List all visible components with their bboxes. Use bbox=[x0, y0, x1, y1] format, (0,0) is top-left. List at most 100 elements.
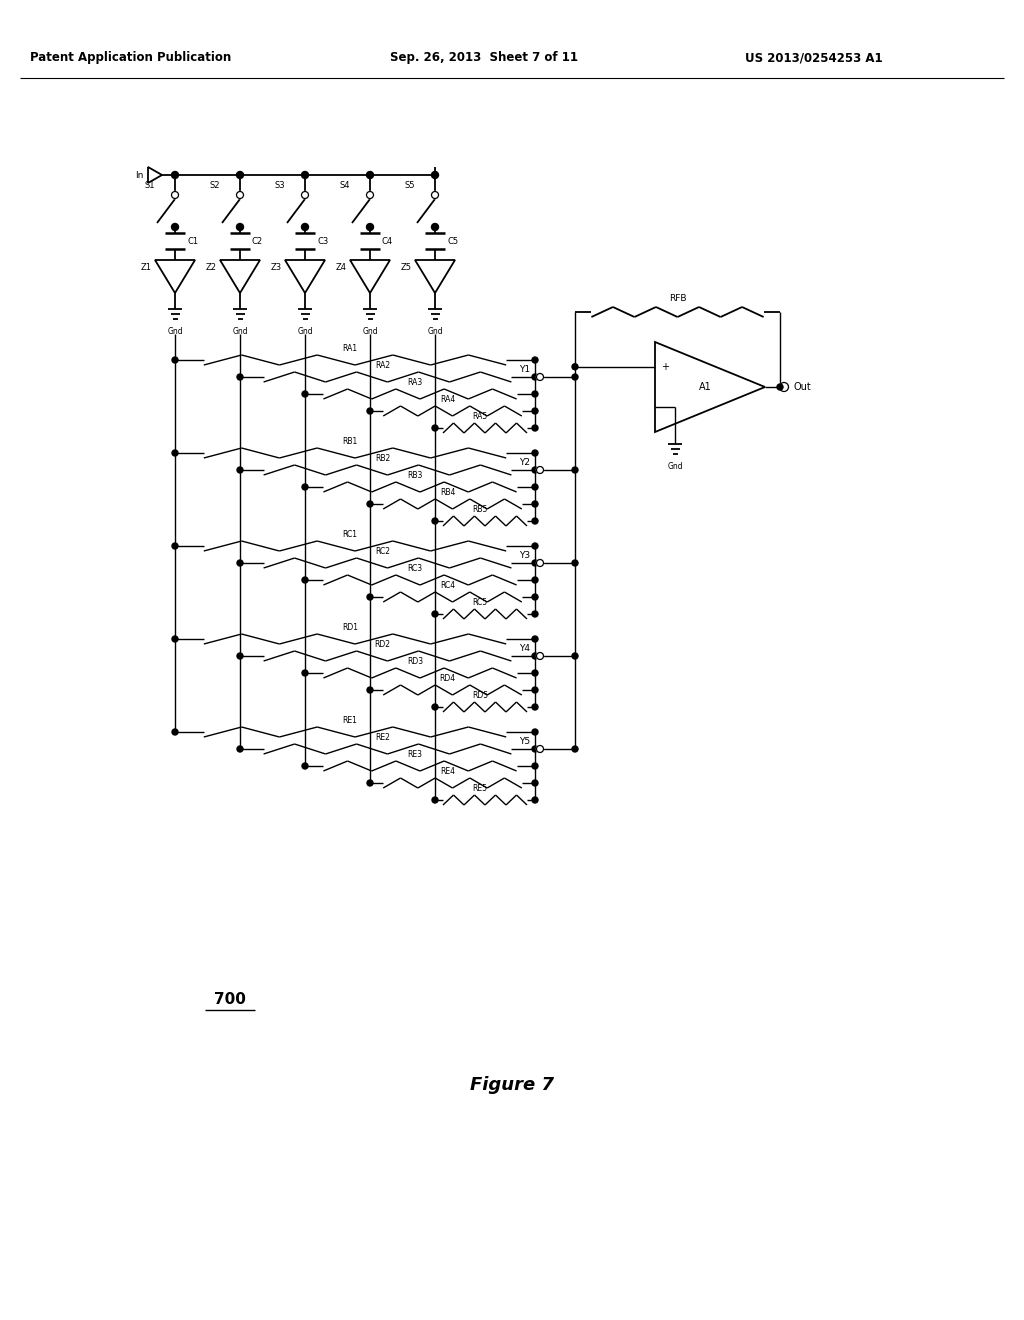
Text: 700: 700 bbox=[214, 993, 246, 1007]
Circle shape bbox=[302, 391, 308, 397]
Circle shape bbox=[172, 543, 178, 549]
Circle shape bbox=[532, 391, 538, 397]
Text: RD1: RD1 bbox=[342, 623, 358, 632]
Circle shape bbox=[237, 560, 243, 566]
Circle shape bbox=[302, 577, 308, 583]
Text: In: In bbox=[134, 170, 143, 180]
Circle shape bbox=[532, 502, 538, 507]
Text: Y1: Y1 bbox=[519, 366, 530, 374]
Text: Gnd: Gnd bbox=[232, 327, 248, 337]
Circle shape bbox=[532, 780, 538, 785]
Text: RC3: RC3 bbox=[408, 564, 423, 573]
Circle shape bbox=[367, 408, 373, 414]
Text: C2: C2 bbox=[252, 236, 263, 246]
Circle shape bbox=[237, 191, 244, 198]
Circle shape bbox=[432, 797, 438, 803]
Circle shape bbox=[301, 191, 308, 198]
Circle shape bbox=[532, 671, 538, 676]
Circle shape bbox=[532, 517, 538, 524]
Circle shape bbox=[779, 383, 788, 392]
Text: RB2: RB2 bbox=[375, 454, 390, 463]
Circle shape bbox=[172, 356, 178, 363]
Circle shape bbox=[367, 780, 373, 785]
Circle shape bbox=[172, 636, 178, 642]
Circle shape bbox=[532, 374, 538, 380]
Text: S5: S5 bbox=[404, 181, 415, 190]
Text: RD3: RD3 bbox=[407, 657, 423, 667]
Text: RB5: RB5 bbox=[472, 506, 487, 513]
Text: RC1: RC1 bbox=[342, 531, 357, 539]
Text: Sep. 26, 2013  Sheet 7 of 11: Sep. 26, 2013 Sheet 7 of 11 bbox=[390, 51, 578, 65]
Text: Z5: Z5 bbox=[401, 264, 412, 272]
Text: RE2: RE2 bbox=[375, 733, 390, 742]
Circle shape bbox=[171, 172, 178, 178]
Circle shape bbox=[572, 467, 578, 473]
Text: -: - bbox=[663, 403, 667, 412]
Circle shape bbox=[532, 408, 538, 414]
Text: Gnd: Gnd bbox=[297, 327, 312, 337]
Text: Z4: Z4 bbox=[336, 264, 347, 272]
Circle shape bbox=[237, 653, 243, 659]
Circle shape bbox=[572, 746, 578, 752]
Circle shape bbox=[777, 384, 783, 389]
Circle shape bbox=[431, 172, 438, 178]
Circle shape bbox=[237, 172, 244, 178]
Circle shape bbox=[532, 686, 538, 693]
Circle shape bbox=[237, 223, 244, 231]
Circle shape bbox=[432, 517, 438, 524]
Circle shape bbox=[537, 652, 544, 660]
Circle shape bbox=[367, 594, 373, 601]
Circle shape bbox=[537, 466, 544, 474]
Circle shape bbox=[532, 746, 538, 752]
Circle shape bbox=[532, 425, 538, 432]
Text: RC2: RC2 bbox=[375, 546, 390, 556]
Text: Y4: Y4 bbox=[519, 644, 530, 653]
Circle shape bbox=[537, 560, 544, 566]
Text: C1: C1 bbox=[187, 236, 198, 246]
Circle shape bbox=[572, 374, 578, 380]
Text: US 2013/0254253 A1: US 2013/0254253 A1 bbox=[745, 51, 883, 65]
Text: RA2: RA2 bbox=[375, 360, 390, 370]
Text: C5: C5 bbox=[447, 236, 458, 246]
Circle shape bbox=[432, 425, 438, 432]
Circle shape bbox=[532, 636, 538, 642]
Text: RA4: RA4 bbox=[440, 395, 455, 404]
Text: RD4: RD4 bbox=[439, 675, 456, 682]
Circle shape bbox=[431, 191, 438, 198]
Circle shape bbox=[532, 611, 538, 616]
Circle shape bbox=[367, 172, 374, 178]
Text: S2: S2 bbox=[210, 181, 220, 190]
Circle shape bbox=[302, 671, 308, 676]
Circle shape bbox=[532, 763, 538, 770]
Text: Y5: Y5 bbox=[519, 737, 530, 746]
Text: A1: A1 bbox=[698, 381, 712, 392]
Text: Patent Application Publication: Patent Application Publication bbox=[30, 51, 231, 65]
Text: C4: C4 bbox=[382, 236, 393, 246]
Circle shape bbox=[367, 686, 373, 693]
Text: Gnd: Gnd bbox=[668, 462, 683, 471]
Text: RE3: RE3 bbox=[408, 750, 423, 759]
Circle shape bbox=[537, 374, 544, 380]
Circle shape bbox=[367, 191, 374, 198]
Circle shape bbox=[301, 223, 308, 231]
Circle shape bbox=[532, 729, 538, 735]
Text: RE4: RE4 bbox=[440, 767, 455, 776]
Circle shape bbox=[532, 543, 538, 549]
Text: Y3: Y3 bbox=[519, 550, 530, 560]
Circle shape bbox=[532, 704, 538, 710]
Text: S4: S4 bbox=[340, 181, 350, 190]
Circle shape bbox=[532, 797, 538, 803]
Circle shape bbox=[532, 577, 538, 583]
Text: Z1: Z1 bbox=[141, 264, 152, 272]
Text: RC4: RC4 bbox=[440, 581, 455, 590]
Text: RE1: RE1 bbox=[343, 715, 357, 725]
Text: RD2: RD2 bbox=[375, 640, 390, 649]
Circle shape bbox=[237, 746, 243, 752]
Text: Z2: Z2 bbox=[206, 264, 217, 272]
Circle shape bbox=[432, 611, 438, 616]
Circle shape bbox=[572, 560, 578, 566]
Circle shape bbox=[532, 560, 538, 566]
Circle shape bbox=[171, 191, 178, 198]
Text: Y2: Y2 bbox=[519, 458, 530, 467]
Text: Gnd: Gnd bbox=[427, 327, 442, 337]
